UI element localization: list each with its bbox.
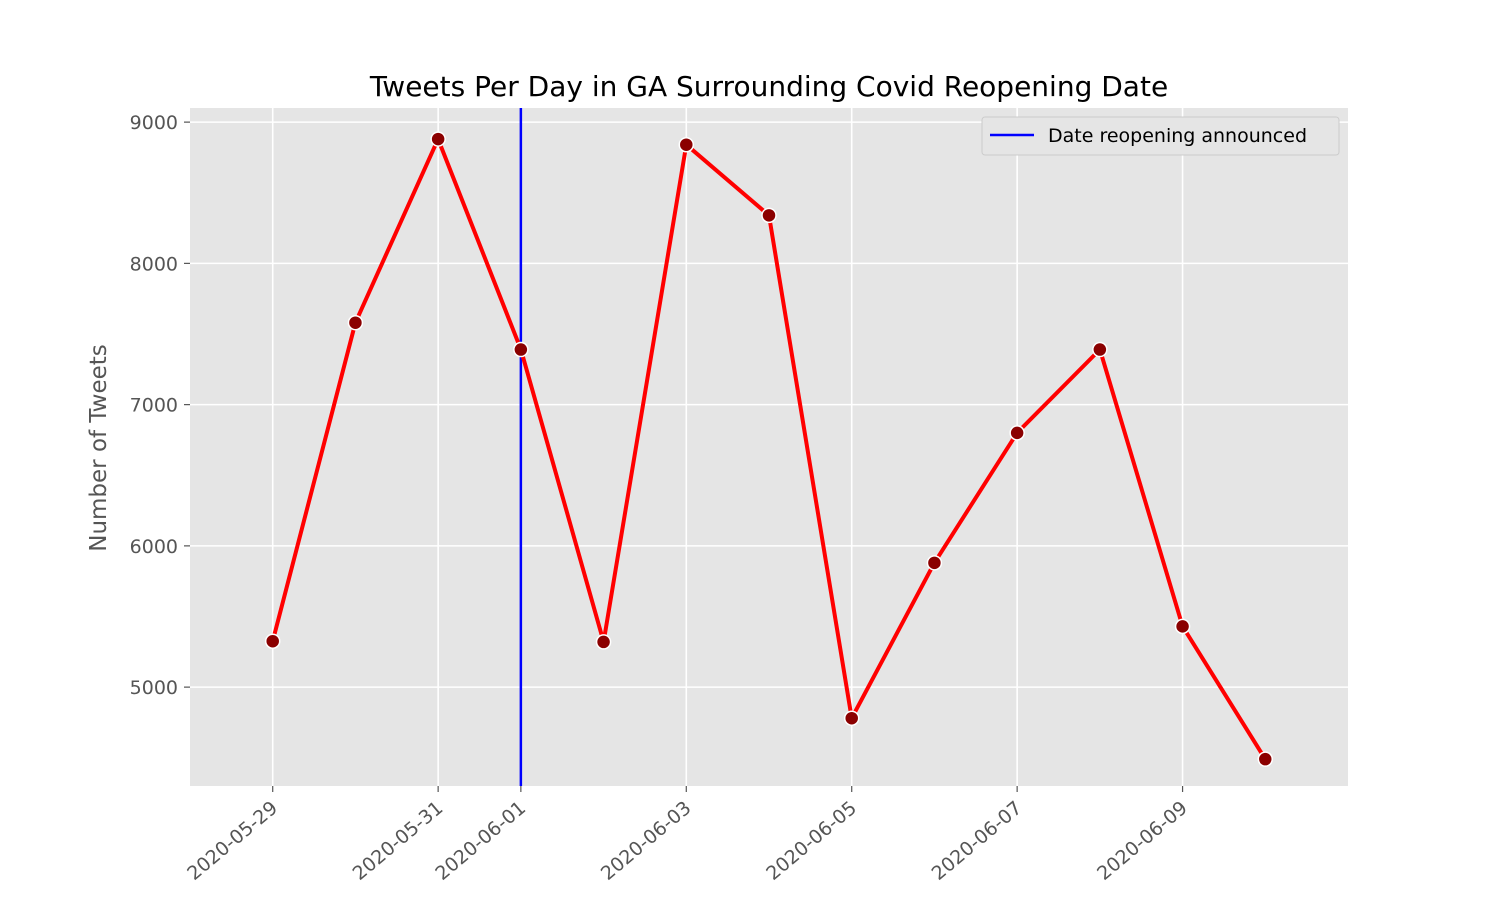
y-axis-label: Number of Tweets xyxy=(86,344,112,552)
legend: Date reopening announced xyxy=(981,116,1340,156)
y-tick-label: 9000 xyxy=(130,112,178,134)
chart-title: Tweets Per Day in GA Surrounding Covid R… xyxy=(369,70,1168,103)
legend-entry-label: Date reopening announced xyxy=(1048,125,1307,147)
y-tick-label: 8000 xyxy=(130,253,178,275)
y-axis-ticks: 5000 6000 7000 8000 9000 xyxy=(130,112,190,699)
data-point xyxy=(678,136,695,153)
data-point xyxy=(264,633,281,649)
x-tick-label: 2020-05-31 xyxy=(349,797,448,885)
y-tick-label: 7000 xyxy=(130,395,178,417)
data-point xyxy=(430,131,446,147)
data-point xyxy=(347,314,364,331)
data-point xyxy=(761,207,777,224)
x-tick-label: 2020-06-09 xyxy=(1093,797,1192,885)
data-point xyxy=(1092,341,1108,358)
x-tick-label: 2020-06-03 xyxy=(597,797,696,885)
data-point xyxy=(1257,751,1274,767)
data-point xyxy=(843,710,860,726)
x-tick-label: 2020-06-01 xyxy=(431,797,530,885)
y-tick-label: 6000 xyxy=(130,536,178,558)
tweets-series xyxy=(264,131,1274,767)
data-point xyxy=(1009,425,1025,441)
legend-box xyxy=(981,116,1340,156)
x-tick-label: 2020-05-29 xyxy=(183,797,282,885)
data-point xyxy=(595,634,612,650)
data-point xyxy=(926,555,943,571)
data-point xyxy=(513,341,529,358)
data-point xyxy=(1174,618,1191,635)
y-tick-label: 5000 xyxy=(130,677,178,699)
x-tick-label: 2020-06-05 xyxy=(762,797,861,885)
x-tick-label: 2020-06-07 xyxy=(928,797,1027,885)
